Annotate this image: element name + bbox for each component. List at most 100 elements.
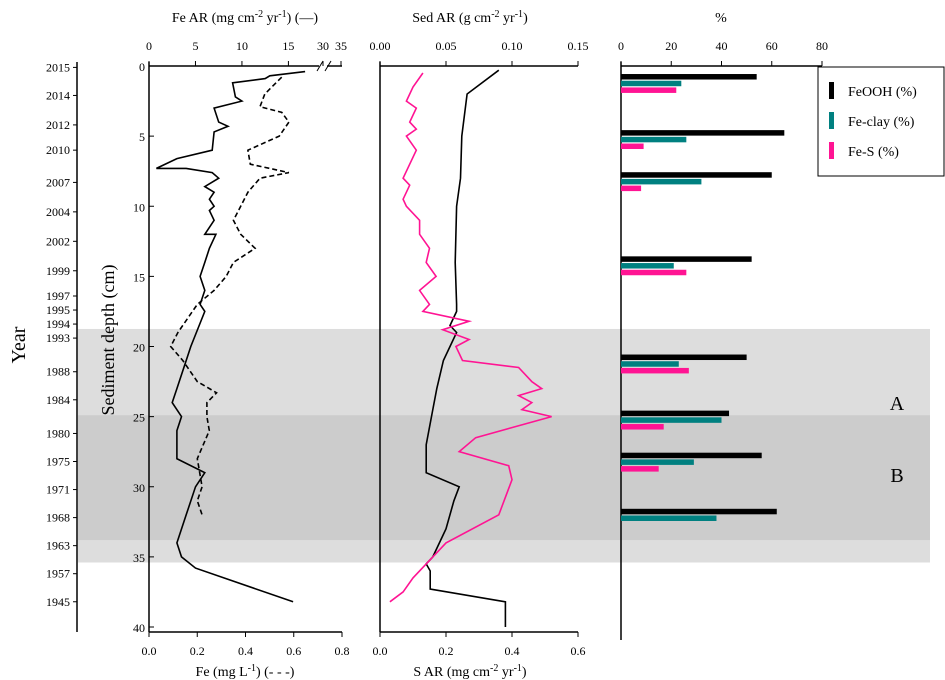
pct-tick-label: 40	[716, 39, 728, 53]
bar-fes	[621, 269, 687, 276]
legend: FeOOH (%) Fe-clay (%) Fe-S (%)	[817, 66, 945, 177]
legend-label: FeOOH (%)	[848, 85, 917, 100]
year-tick-label: 2002	[46, 234, 70, 248]
fe-bottom-tick-label: 0.6	[286, 644, 301, 658]
fe-top-break-tick-label: 30	[317, 39, 329, 53]
legend-swatch	[829, 112, 834, 129]
year-axis-label: Year	[8, 326, 30, 363]
fe-concentration-label-part: ) (- - -)	[256, 665, 295, 680]
depth-zones: AB	[78, 328, 930, 563]
year-tick-label: 1999	[46, 264, 70, 278]
bar-feclay	[621, 459, 694, 465]
sar-bottom-tick-label: 0.2	[439, 644, 454, 658]
bar-feooh	[621, 130, 785, 136]
fe-bottom-tick-label: 0.4	[238, 644, 253, 658]
fe-top-tick-label: 5	[192, 39, 198, 53]
sed-ar-title-part: )	[523, 11, 528, 26]
year-tick-label: 2007	[46, 175, 70, 189]
sed-ar-line	[425, 69, 507, 627]
bar-feooh	[621, 508, 777, 515]
s-ar-label-part: -2	[490, 663, 498, 674]
fe-ar-title: Fe AR (mg cm-2 yr-1) (—)	[172, 9, 319, 27]
bar-feclay	[621, 361, 679, 367]
zone-label: A	[890, 393, 905, 415]
fe-ar-title-part: ) (—)	[287, 11, 319, 26]
bar-fes	[621, 143, 644, 150]
s-ar-label-part: )	[522, 665, 527, 680]
bar-fes	[621, 87, 677, 93]
bar-fes	[621, 466, 659, 472]
bar-fes	[621, 185, 642, 192]
bar-feclay	[621, 136, 687, 143]
bar-feclay	[621, 417, 722, 423]
fe-panel: 0 5 10 15 30 35 0.0 0.2 0.4 0.6 0.8 0 5 10 15 20 25 30 35 4…	[98, 9, 350, 680]
bar-feooh	[621, 74, 757, 80]
pct-tick-label: 80	[816, 39, 828, 53]
depth-tick-label: 30	[133, 481, 145, 495]
pct-tick-label: 0	[618, 39, 624, 53]
s-ar-label: S AR (mg cm-2 yr-1)	[413, 663, 526, 680]
sed-top-tick-label: 0.00	[370, 39, 391, 53]
fe-top-tick-label: 10	[236, 39, 248, 53]
legend-swatch	[829, 142, 834, 159]
year-tick-label: 1984	[46, 393, 70, 407]
depth-tick-label: 35	[133, 551, 145, 565]
year-tick-label: 1957	[46, 567, 70, 581]
year-tick-label: 1994	[46, 317, 70, 331]
depth-tick-label: 25	[133, 411, 145, 425]
sed-ar-title: Sed AR (g cm-2 yr-1)	[412, 9, 528, 27]
fe-concentration-label-part: -1	[248, 663, 256, 674]
year-tick-label: 2004	[46, 205, 70, 219]
year-tick-label: 1968	[46, 511, 70, 525]
fe-ar-title-part: -2	[255, 9, 263, 20]
year-tick-label: 2014	[46, 88, 70, 102]
legend-swatch	[829, 82, 834, 99]
pct-tick-label: 20	[665, 39, 677, 53]
year-tick-label: 1993	[46, 331, 70, 345]
sed-panel: 0.00 0.05 0.10 0.15 0.0 0.2 0.4 0.6 Sed AR (g cm…	[370, 9, 589, 680]
depth-tick-label: 5	[139, 130, 145, 144]
pct-tick-label: 60	[766, 39, 778, 53]
percent-panel: 0 20 40 60 80%	[618, 11, 828, 640]
fe-ar-title-part: -1	[278, 9, 286, 20]
depth-tick-label: 40	[133, 621, 145, 635]
sar-bottom-tick-label: 0.6	[571, 644, 586, 658]
bar-feooh	[621, 354, 747, 361]
bar-feooh	[621, 256, 752, 262]
year-tick-label: 1963	[46, 539, 70, 553]
sed-ar-title-part: -1	[515, 9, 523, 20]
bar-feclay	[621, 263, 674, 269]
depth-tick-label: 15	[133, 270, 145, 284]
fe-bottom-tick-label: 0.2	[190, 644, 205, 658]
fe-bottom-tick-label: 0.8	[335, 644, 350, 658]
year-tick-label: 1945	[46, 595, 70, 609]
sed-top-tick-label: 0.05	[436, 39, 457, 53]
fe-ar-title-part: Fe AR (mg cm	[172, 11, 255, 26]
bar-feclay	[621, 515, 717, 521]
fe-concentration-label-part: Fe (mg L	[196, 665, 248, 680]
legend-box	[817, 66, 945, 177]
sed-ar-title-part: yr	[500, 11, 516, 26]
legend-label: Fe-S (%)	[848, 145, 899, 160]
zone-label: B	[890, 465, 903, 487]
bar-feooh	[621, 410, 730, 417]
bar-feclay	[621, 178, 702, 185]
axis-break-mark	[316, 60, 324, 72]
year-tick-label: 1975	[46, 455, 70, 469]
year-tick-label: 2015	[46, 60, 70, 74]
fe-ar-line	[156, 70, 306, 603]
s-ar-label-part: S AR (mg cm	[413, 665, 490, 680]
bar-feooh	[621, 452, 762, 459]
year-tick-label: 1971	[46, 483, 70, 497]
sed-top-tick-label: 0.15	[568, 39, 589, 53]
fe-top-tick-label: 15	[282, 39, 294, 53]
year-tick-label: 1980	[46, 426, 70, 440]
year-tick-label: 1995	[46, 303, 70, 317]
fe-top-tick-label: 0	[146, 39, 152, 53]
s-ar-line	[389, 72, 552, 603]
s-ar-label-part: -1	[514, 663, 522, 674]
sar-bottom-tick-label: 0.0	[373, 644, 388, 658]
fe-top-break-tick-label: 35	[335, 39, 347, 53]
year-tick-label: 2012	[46, 118, 70, 132]
